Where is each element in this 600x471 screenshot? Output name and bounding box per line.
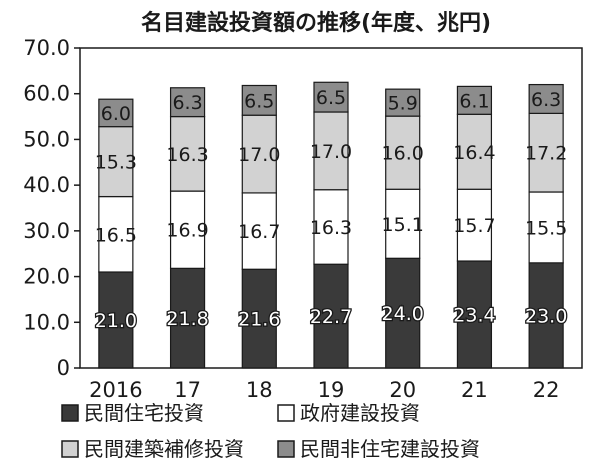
data-label: 6.3 [531, 89, 561, 111]
data-label: 6.1 [459, 90, 489, 112]
data-label: 21.6 [238, 309, 280, 331]
data-label: 16.7 [238, 221, 280, 243]
data-label: 6.3 [172, 92, 202, 114]
bar-segment [385, 188, 421, 259]
y-tick-label: 20.0 [23, 265, 70, 289]
bar-segment [313, 81, 349, 113]
bar-segment [456, 85, 493, 115]
x-axis: 2016 17 18 19 20 21 22 [89, 378, 559, 402]
data-label: 21.8 [166, 308, 208, 330]
legend-swatch [61, 404, 79, 422]
y-tick-label: 60.0 [23, 82, 70, 106]
bar-segment [385, 257, 421, 369]
data-label: 15.1 [382, 214, 424, 236]
x-tick-label: 18 [246, 378, 273, 402]
data-label: 16.5 [95, 224, 137, 246]
data-label: 21.0 [95, 310, 137, 332]
x-tick-label: 22 [533, 378, 560, 402]
bar-segment [385, 115, 421, 190]
data-label: 6.5 [316, 87, 346, 109]
x-tick-label: 2016 [89, 378, 142, 402]
bar-segment [169, 115, 206, 192]
data-label: 23.0 [525, 305, 567, 327]
bar-segment [528, 262, 564, 369]
data-label: 17.0 [310, 141, 352, 163]
data-label: 16.4 [453, 142, 495, 164]
bar-segment [98, 98, 134, 128]
legend-swatch [277, 404, 295, 422]
y-tick-label: 70.0 [23, 36, 70, 60]
data-label: 22.7 [310, 306, 352, 328]
data-label: 16.9 [166, 220, 208, 242]
bar-segment [313, 263, 349, 369]
plot-area: 21.0 16.5 15.3 6.0 21.8 16.9 16.3 6.3 21.6 16.7 17… [79, 47, 583, 369]
bar-segment [385, 88, 421, 117]
x-tick-label: 21 [461, 378, 488, 402]
bar-segment [169, 87, 206, 118]
bar-segment [98, 271, 134, 369]
y-tick-label: 0 [57, 356, 70, 380]
legend-label: 民間非住宅建設投資 [300, 437, 480, 461]
y-tick-label: 40.0 [23, 173, 70, 197]
y-tick-label: 10.0 [23, 310, 70, 334]
data-label: 15.3 [95, 152, 137, 174]
bar-segment [528, 112, 564, 193]
data-label: 5.9 [388, 93, 418, 115]
bar-segment [456, 260, 493, 369]
x-tick-label: 19 [318, 378, 345, 402]
data-label: 16.3 [310, 217, 352, 239]
y-tick-label: 50.0 [23, 127, 70, 151]
bar-segment [313, 189, 349, 265]
data-label: 16.3 [166, 144, 208, 166]
data-label: 15.7 [453, 215, 495, 237]
data-label: 15.5 [525, 217, 567, 239]
data-label: 17.0 [238, 144, 280, 166]
legend-swatch [61, 440, 79, 458]
legend-label: 政府建設投資 [300, 401, 420, 425]
x-tick-label: 17 [174, 378, 201, 402]
x-tick-label: 20 [389, 378, 416, 402]
data-label: 6.5 [244, 90, 274, 112]
data-label: 23.4 [453, 305, 495, 327]
y-tick-label: 30.0 [23, 219, 70, 243]
chart-title: 名目建設投資額の推移(年度、兆円) [141, 10, 491, 36]
data-label: 17.2 [525, 143, 567, 165]
data-label: 24.0 [382, 303, 424, 325]
bar-segment [313, 111, 349, 191]
y-axis: 70.0 60.0 50.0 40.0 30.0 20.0 10.0 0 [23, 36, 80, 380]
legend-label: 民間住宅投資 [84, 401, 204, 425]
bar-segment [241, 268, 277, 369]
legend-swatch [277, 440, 295, 458]
legend-label: 民間建築補修投資 [84, 437, 244, 461]
bar-segment [241, 84, 277, 116]
bar-segment [241, 114, 277, 194]
data-label: 16.0 [382, 143, 424, 165]
bar-segment [528, 83, 564, 114]
bar-segment [528, 191, 564, 264]
bar-segment [456, 188, 493, 262]
data-label: 6.0 [101, 103, 131, 125]
